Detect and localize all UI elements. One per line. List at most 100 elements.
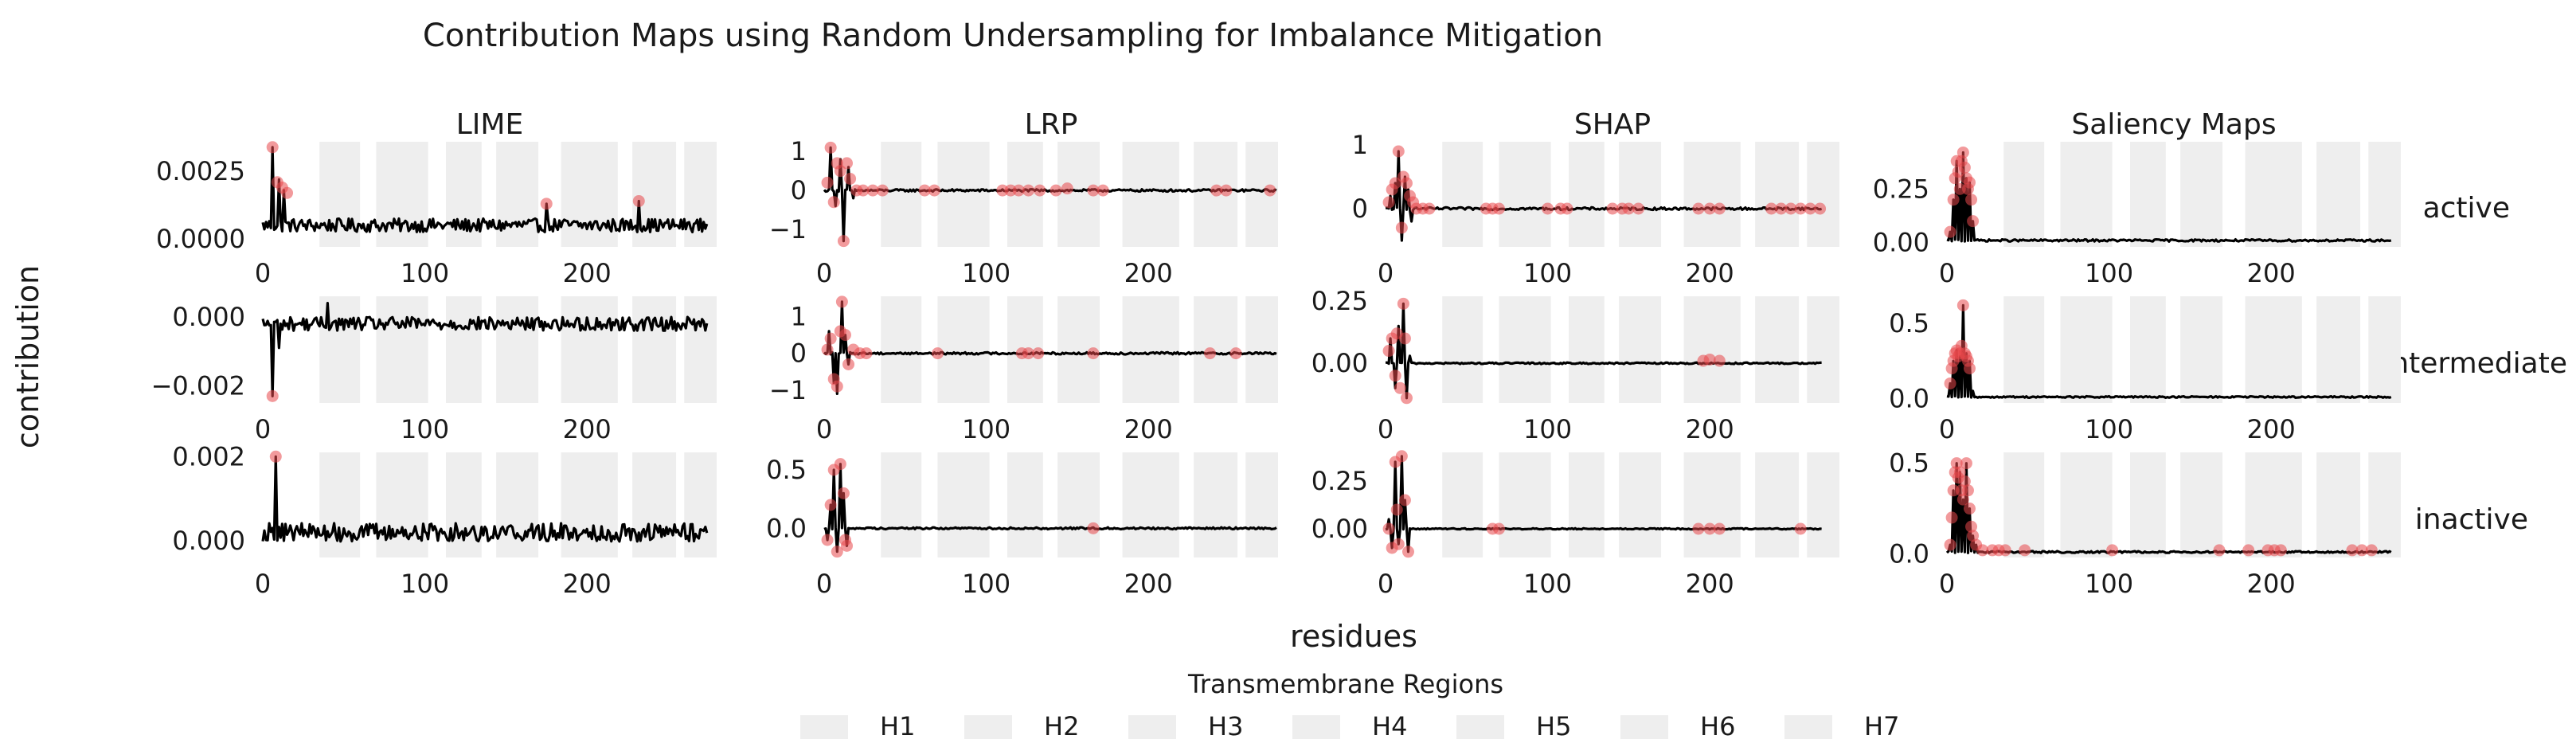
highlight-point <box>1493 522 1505 535</box>
y-tick-label: 0.002 <box>172 441 245 471</box>
panel-lime-inactive: 0 100 200 0.000 0.002 <box>172 441 717 599</box>
legend-swatch-h3 <box>1128 715 1176 739</box>
column-title-lime: LIME <box>456 108 523 141</box>
highlight-point <box>1395 221 1408 234</box>
highlight-point <box>1964 176 1976 189</box>
column-title-lrp: LRP <box>1025 108 1078 141</box>
band-h2 <box>376 452 428 557</box>
band-h1 <box>1442 296 1483 403</box>
x-tick-label: 0 <box>255 569 271 599</box>
panel-shap-inactive: 0 100 200 0.00 0.25 <box>1311 450 1839 599</box>
x-tick-label: 200 <box>1124 258 1173 288</box>
x-tick-label: 100 <box>962 569 1010 599</box>
panel-lrp-active: 0 100 200 −1 0 1 <box>769 136 1278 288</box>
highlight-point <box>1944 225 1956 238</box>
highlight-point <box>269 450 282 463</box>
x-tick-label: 0 <box>816 569 832 599</box>
panel-lrp-intermediate: 0 100 200 −1 0 1 <box>769 295 1278 444</box>
highlight-point <box>1765 202 1777 215</box>
panel-shap-active: 0 100 200 0 1 <box>1352 130 1839 288</box>
highlight-point <box>838 329 851 342</box>
highlight-point <box>1965 194 1978 206</box>
x-tick-label: 100 <box>1523 569 1572 599</box>
band-h5 <box>1122 142 1179 247</box>
highlight-point <box>1794 522 1807 535</box>
highlight-point <box>2106 544 2119 557</box>
band-h1 <box>881 296 922 403</box>
band-h4 <box>1619 296 1662 403</box>
highlight-point <box>1087 522 1100 534</box>
highlight-point <box>1999 544 2011 557</box>
highlight-point <box>837 487 850 499</box>
highlight-point <box>1965 520 1978 533</box>
x-tick-label: 100 <box>2085 414 2133 444</box>
panel-lrp-inactive: 0 100 200 0.0 0.5 <box>766 452 1278 599</box>
band-h1 <box>2003 142 2045 247</box>
highlight-point <box>827 196 840 209</box>
y-tick-label: 0.000 <box>172 526 245 556</box>
highlight-point <box>841 157 853 170</box>
band-h3 <box>2130 296 2166 403</box>
highlight-point <box>1950 457 1963 470</box>
legend-label-h2: H2 <box>1044 711 1079 741</box>
band-h2 <box>1499 296 1551 403</box>
highlight-point <box>1389 370 1401 382</box>
y-tick-label: 0.00 <box>1311 514 1368 544</box>
row-label-intermediate: intermediate <box>2383 347 2567 380</box>
band-h5 <box>561 142 618 247</box>
x-tick-label: 200 <box>1686 414 1734 444</box>
highlight-point <box>1692 202 1705 215</box>
legend-title: Transmembrane Regions <box>1187 669 1503 699</box>
highlight-point <box>1264 184 1276 197</box>
band-h5 <box>1683 296 1741 403</box>
y-tick-label: 0.0025 <box>156 156 245 186</box>
legend-label-h1: H1 <box>880 711 915 741</box>
highlight-point <box>1945 511 1958 524</box>
highlight-point <box>1703 202 1716 215</box>
highlight-point <box>835 295 848 308</box>
highlight-point <box>1561 202 1573 215</box>
highlight-point <box>1382 522 1395 535</box>
series-line <box>1385 302 1822 400</box>
highlight-point <box>860 347 873 360</box>
x-axis-label: residues <box>1290 619 1417 654</box>
highlight-point <box>1944 377 1956 389</box>
highlight-point <box>928 184 940 197</box>
highlight-point <box>824 332 837 345</box>
y-tick-label: −1 <box>769 214 807 244</box>
x-tick-label: 200 <box>563 414 612 444</box>
y-tick-label: 0 <box>791 175 807 205</box>
highlight-point <box>834 458 846 471</box>
x-tick-label: 100 <box>401 258 449 288</box>
x-tick-label: 0 <box>1378 569 1394 599</box>
band-h6 <box>1194 296 1238 403</box>
highlight-point <box>1382 196 1395 209</box>
series-line <box>261 146 709 233</box>
legend-label-h4: H4 <box>1372 711 1407 741</box>
highlight-point <box>1944 538 1956 551</box>
highlight-point <box>837 235 850 248</box>
highlight-point <box>1958 475 1971 487</box>
highlight-point <box>2346 544 2359 557</box>
legend-swatch-h5 <box>1456 715 1504 739</box>
y-tick-label: 0.000 <box>172 302 245 332</box>
highlight-point <box>1967 215 1980 228</box>
highlight-point <box>1794 202 1807 215</box>
x-tick-label: 0 <box>1939 569 1955 599</box>
y-tick-label: 1 <box>1352 130 1368 160</box>
y-tick-label: 0.5 <box>766 455 807 485</box>
y-tick-label: 1 <box>791 136 807 166</box>
highlight-point <box>1958 161 1971 174</box>
band-h5 <box>1683 142 1741 247</box>
highlight-point <box>1967 530 1980 542</box>
column-title-shap: SHAP <box>1574 108 1651 141</box>
highlight-point <box>1402 546 1414 558</box>
x-tick-label: 100 <box>401 569 449 599</box>
highlight-point <box>1956 146 1969 158</box>
highlight-point <box>1703 522 1716 535</box>
y-tick-label: 0.0 <box>766 513 807 543</box>
panel-lime-intermediate: 0 100 200 −0.002 0.000 <box>151 296 717 444</box>
band-h4 <box>1619 452 1662 557</box>
band-h3 <box>1569 142 1605 247</box>
